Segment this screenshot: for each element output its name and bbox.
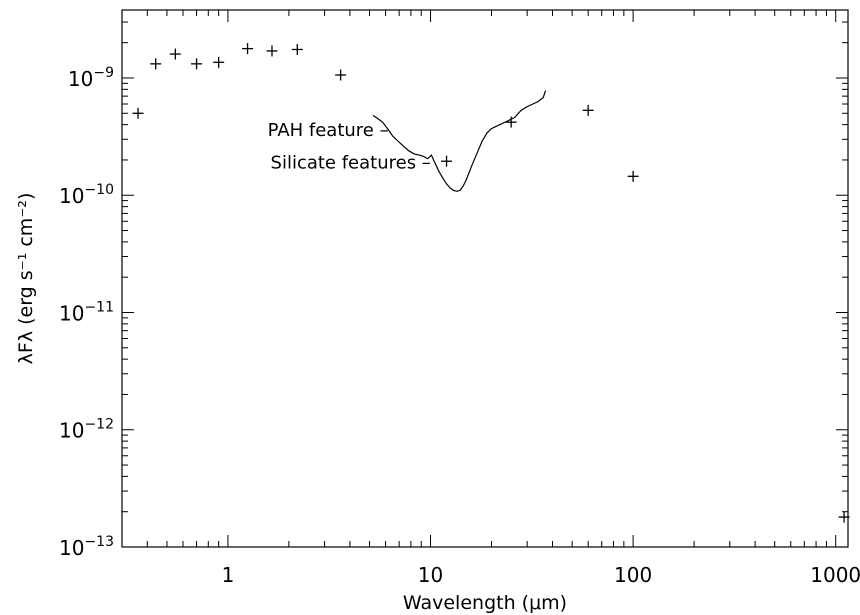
plus-marker xyxy=(582,104,594,116)
y-tick-base: 10 xyxy=(59,536,84,560)
axis-ticks xyxy=(121,10,848,548)
plus-marker xyxy=(505,116,517,128)
x-tick-label: 10 xyxy=(418,563,443,587)
x-axis-title: Wavelength (μm) xyxy=(403,592,567,614)
plus-marker xyxy=(441,155,453,167)
y-tick-exponent: −13 xyxy=(84,534,114,550)
annotation-label: Silicate features – xyxy=(271,153,431,174)
x-tick-label: 100 xyxy=(614,563,652,587)
y-tick-label: 10−11 xyxy=(59,299,114,325)
annotation-label: PAH feature – xyxy=(268,120,389,141)
y-axis-title: λFλ (erg s⁻¹ cm⁻²) xyxy=(15,193,37,365)
plus-marker xyxy=(242,43,254,55)
plus-marker xyxy=(191,58,203,70)
y-tick-exponent: −12 xyxy=(84,417,114,433)
x-tick-labels: 1 10 100 1000 xyxy=(222,563,860,587)
plus-marker xyxy=(335,69,347,81)
y-tick-exponent: −11 xyxy=(84,299,114,315)
y-tick-label: 10−12 xyxy=(59,417,114,443)
y-tick-base: 10 xyxy=(59,301,84,325)
y-tick-exponent: −10 xyxy=(84,182,114,198)
y-axis-title-group: λFλ (erg s⁻¹ cm⁻²) xyxy=(15,193,37,365)
y-tick-base: 10 xyxy=(59,419,84,443)
spectrum-line xyxy=(372,90,547,192)
y-tick-label: 10−13 xyxy=(59,534,114,560)
y-tick-label: 10−10 xyxy=(59,182,114,208)
photometry-points xyxy=(132,43,850,523)
plus-marker xyxy=(291,43,303,55)
x-tick-label: 1 xyxy=(222,563,235,587)
y-tick-base: 10 xyxy=(59,184,84,208)
plus-marker xyxy=(266,45,278,57)
plus-marker xyxy=(627,170,639,182)
plus-marker xyxy=(169,48,181,60)
x-tick-label: 1000 xyxy=(810,563,860,587)
plus-marker xyxy=(132,107,144,119)
annotations: PAH feature – Silicate features – xyxy=(268,120,431,174)
y-tick-base: 10 xyxy=(68,67,93,91)
spectrum-series xyxy=(372,90,547,192)
plus-marker xyxy=(150,58,162,70)
plus-marker xyxy=(213,56,225,68)
y-tick-label: 10−9 xyxy=(68,65,114,91)
y-tick-exponent: −9 xyxy=(93,65,114,81)
plot-frame xyxy=(121,9,849,548)
